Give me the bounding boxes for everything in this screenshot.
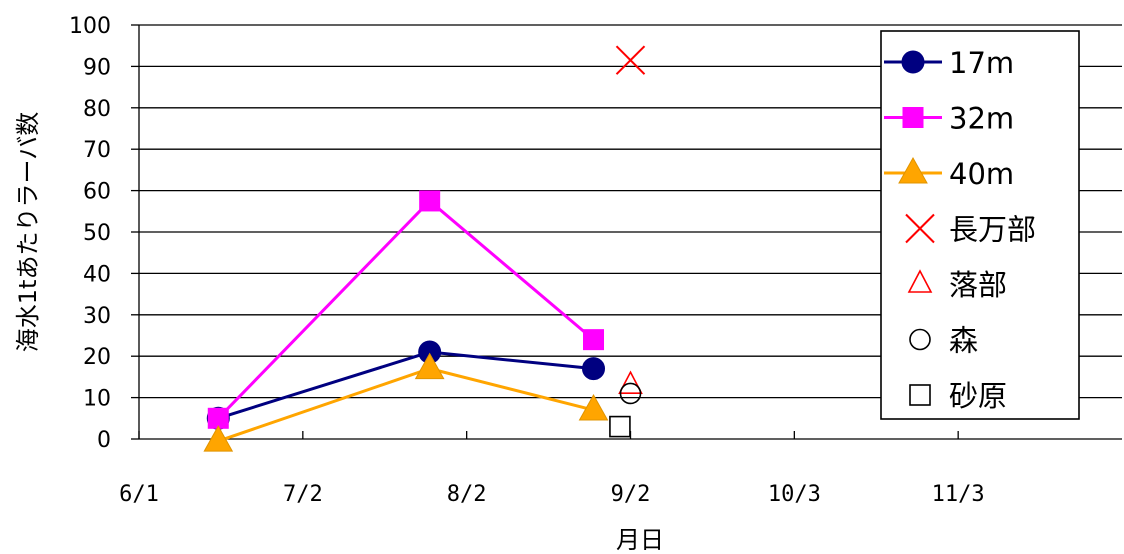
axes [131, 24, 1122, 440]
legend-label: 長万部 [949, 213, 1036, 247]
y-tick-label: 20 [83, 345, 111, 370]
data-point-1-0 [207, 407, 229, 429]
x-tick-label: 7/2 [283, 482, 323, 507]
series-line-2 [217, 367, 594, 443]
x-tick-label: 8/2 [447, 482, 487, 507]
y-tick-label: 70 [83, 138, 111, 163]
y-tick-label: 40 [83, 262, 111, 287]
legend-label: 17m [949, 46, 1014, 80]
data-point-2-0 [203, 425, 234, 452]
y-tick-label: 0 [97, 428, 111, 453]
legend-marker [902, 107, 924, 128]
legend-entry-0: 17m [884, 46, 1014, 80]
x-tick-label: 6/1 [119, 482, 159, 507]
data-point-1-1 [419, 190, 441, 212]
legend-entry-4: 落部 [907, 268, 1007, 302]
legend-entry-2: 40m [884, 156, 1014, 191]
y-tick-label: 50 [83, 221, 111, 246]
y-tick-label: 60 [83, 180, 111, 205]
y-tick-labels: 0 10 20 30 40 50 60 70 80 90 100 [69, 14, 111, 453]
data-point-2-2 [578, 393, 609, 421]
data-point-1-2 [583, 329, 605, 351]
legend-marker [907, 269, 933, 293]
data-point-0-2 [582, 357, 606, 381]
legend-entry-6: 砂原 [909, 379, 1007, 413]
legend-marker [898, 156, 928, 184]
data-point-5-0 [619, 382, 642, 405]
y-tick-label: 80 [83, 97, 111, 122]
series-lines [217, 198, 595, 443]
legend-entry-5: 森 [909, 324, 978, 358]
x-tick-label: 11/3 [932, 482, 985, 507]
legend-box [880, 30, 1080, 420]
x-axis-title: 月日 [616, 526, 664, 554]
legend-entry-1: 32m [884, 102, 1014, 136]
y-tick-label: 10 [83, 387, 111, 412]
data-point-2-1 [414, 352, 445, 380]
y-tick-label: 30 [83, 304, 111, 329]
x-tick-label: 10/3 [768, 482, 821, 507]
y-axis-title: 海水1tあたりラーバ数 [14, 112, 42, 352]
data-point-4-0 [618, 370, 643, 394]
legend-label: 砂原 [949, 379, 1007, 413]
series-line-1 [217, 198, 595, 420]
legend-label: 32m [949, 102, 1014, 136]
grid-lines [139, 24, 1122, 399]
legend-marker [901, 50, 925, 74]
legend-label: 落部 [949, 268, 1007, 302]
legend-marker [905, 213, 935, 244]
y-tick-label: 90 [83, 55, 111, 80]
data-point-3-0 [615, 45, 646, 75]
legend-marker [909, 328, 931, 351]
legend-label: 40m [949, 157, 1014, 191]
legend-marker [909, 384, 931, 406]
x-tick-label: 9/2 [611, 482, 651, 507]
legend-entry-3: 長万部 [905, 213, 1036, 247]
series-markers [203, 45, 646, 452]
x-tick-labels: 6/1 7/2 8/2 9/2 10/3 11/3 [119, 482, 985, 507]
legend-label: 森 [949, 324, 978, 358]
data-point-6-0 [609, 415, 631, 438]
y-tick-label: 100 [69, 14, 111, 39]
